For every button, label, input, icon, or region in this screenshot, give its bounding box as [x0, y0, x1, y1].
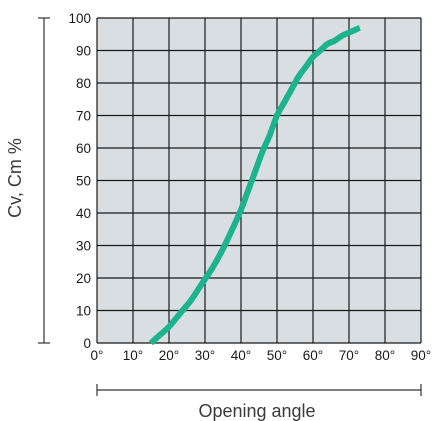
y-tick-label-40: 40: [76, 206, 91, 221]
y-tick-label-60: 60: [76, 141, 91, 156]
x-tick-label-70: 70°: [339, 348, 359, 363]
y-axis-title: Cv, Cm %: [5, 138, 25, 218]
x-tick-label-50: 50°: [267, 348, 287, 363]
y-tick-label-0: 0: [83, 336, 91, 351]
y-tick-label-70: 70: [76, 109, 91, 124]
x-tick-label-60: 60°: [303, 348, 323, 363]
series-line-0: [148, 24, 361, 346]
y-tick-label-100: 100: [68, 11, 91, 26]
x-tick-label-0: 0°: [91, 348, 104, 363]
x-tick-labels: 0° 10° 20° 30° 40° 50° 60° 70° 80° 90°: [91, 348, 432, 363]
x-tick-label-20: 20°: [159, 348, 179, 363]
x-tick-label-80: 80°: [375, 348, 395, 363]
y-tick-label-20: 20: [76, 271, 91, 286]
x-tick-label-40: 40°: [231, 348, 251, 363]
grid-lines: [96, 17, 422, 344]
x-tick-label-90: 90°: [411, 348, 431, 363]
x-tick-label-10: 10°: [123, 348, 143, 363]
y-tick-label-80: 80: [76, 76, 91, 91]
x-axis-title: Opening angle: [198, 401, 315, 421]
y-tick-label-30: 30: [76, 239, 91, 254]
y-tick-label-10: 10: [76, 304, 91, 319]
y-tick-labels: 0 10 20 30 40 50 60 70 80 90 100: [68, 11, 91, 351]
axis-brackets: [38, 17, 422, 396]
series-lines: [148, 24, 361, 346]
x-tick-label-30: 30°: [195, 348, 215, 363]
y-tick-label-90: 90: [76, 44, 91, 59]
y-tick-label-50: 50: [76, 174, 91, 189]
